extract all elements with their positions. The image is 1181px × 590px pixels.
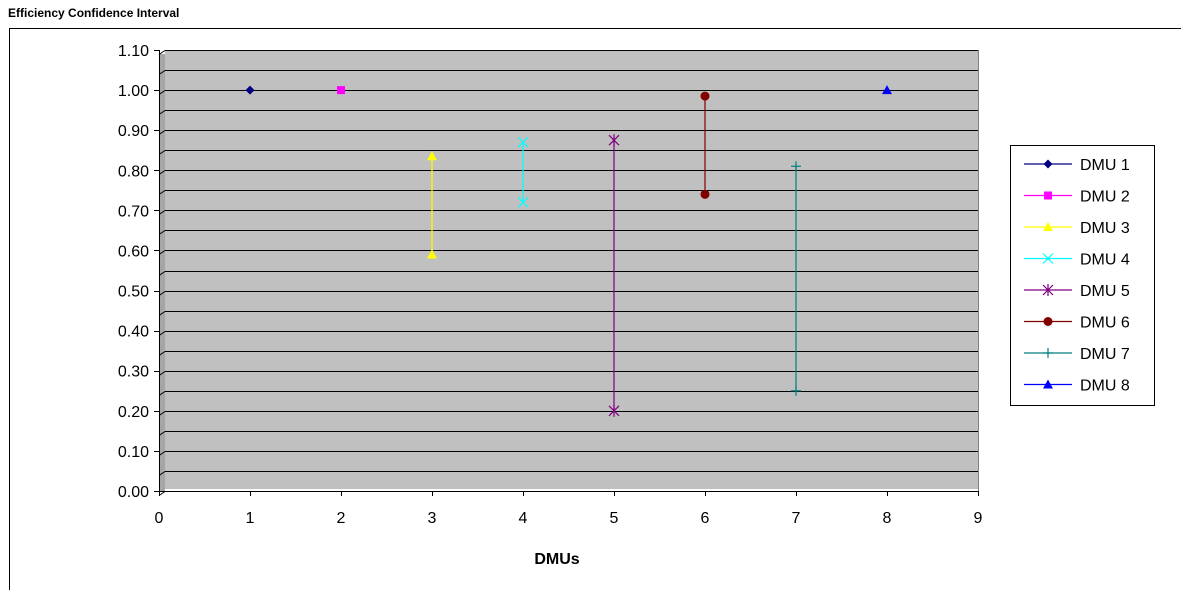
legend-label: DMU 2 <box>1080 189 1130 206</box>
y-tick-label: 0.80 <box>118 163 149 180</box>
legend-item-3: DMU 3 <box>1024 220 1130 237</box>
legend-marker <box>1042 284 1054 296</box>
legend-item-2: DMU 2 <box>1024 189 1130 206</box>
x-tick-label: 0 <box>155 510 164 527</box>
data-point <box>427 151 437 161</box>
y-tick-label: 0.50 <box>118 284 149 301</box>
x-axis-title: DMUs <box>534 551 579 568</box>
data-point <box>791 161 801 172</box>
series-2 <box>337 86 345 95</box>
legend-label: DMU 8 <box>1080 378 1130 395</box>
legend-item-7: DMU 7 <box>1024 346 1130 363</box>
legend-label: DMU 1 <box>1080 157 1130 174</box>
series-1 <box>245 85 255 95</box>
plot-background <box>165 50 978 489</box>
y-tick-label: 0.90 <box>118 123 149 140</box>
series-7 <box>791 161 801 396</box>
legend-label: DMU 6 <box>1080 315 1130 332</box>
plot-side-wall <box>159 54 165 491</box>
legend: DMU 1 DMU 2 DMU 3 DMU 4 DMU 5 DMU 6 DMU 7 DMU 8 <box>1010 145 1155 406</box>
legend-label: DMU 7 <box>1080 346 1130 363</box>
y-tick-label: 0.20 <box>118 404 149 421</box>
data-point <box>337 86 345 95</box>
y-tick-label: 0.30 <box>118 364 149 381</box>
legend-label: DMU 3 <box>1080 220 1130 237</box>
y-tick-label: 0.40 <box>118 324 149 341</box>
x-tick-label: 7 <box>792 510 801 527</box>
chart-area <box>9 28 1181 590</box>
y-tick-label: 0.00 <box>118 484 149 501</box>
x-tick-label: 5 <box>610 510 619 527</box>
legend-label: DMU 5 <box>1080 283 1130 300</box>
x-tick-label: 8 <box>883 510 892 527</box>
x-tick-label: 6 <box>701 510 710 527</box>
chart-title: Efficiency Confidence Interval <box>8 6 180 20</box>
legend-marker <box>1043 159 1053 169</box>
legend-marker <box>1044 191 1052 200</box>
data-point <box>245 85 255 95</box>
y-tick-label: 1.10 <box>118 43 149 60</box>
data-point <box>427 249 437 259</box>
legend-item-6: DMU 6 <box>1024 315 1130 332</box>
data-point <box>608 134 620 147</box>
series-4 <box>517 136 529 208</box>
y-tick-label: 0.10 <box>118 444 149 461</box>
y-tick-label: 0.70 <box>118 203 149 220</box>
legend-box <box>1010 145 1155 406</box>
series-5 <box>608 134 620 417</box>
x-tick-label: 3 <box>428 510 437 527</box>
x-tick-label: 2 <box>337 510 346 527</box>
x-tick-label: 9 <box>974 510 983 527</box>
legend-item-4: DMU 4 <box>1024 252 1130 269</box>
legend-marker <box>1042 253 1054 264</box>
x-tick-label: 4 <box>519 510 528 527</box>
series-3 <box>427 151 437 259</box>
data-point <box>608 404 620 417</box>
legend-item-5: DMU 5 <box>1024 283 1130 300</box>
legend-item-8: DMU 8 <box>1024 378 1130 395</box>
legend-marker <box>1043 379 1053 389</box>
series-6 <box>700 91 710 199</box>
data-point <box>791 385 801 396</box>
y-tick-label: 1.00 <box>118 83 149 100</box>
legend-item-1: DMU 1 <box>1024 157 1130 174</box>
legend-marker <box>1043 222 1053 231</box>
data-point <box>700 189 710 199</box>
data-point <box>517 196 529 208</box>
series-8 <box>882 85 892 95</box>
data-point <box>882 85 892 95</box>
legend-label: DMU 4 <box>1080 252 1130 269</box>
legend-marker <box>1043 348 1053 358</box>
plot-layer: 0.00 0.10 0.20 0.30 0.40 0.50 0.60 0.70 0.80 0.90… <box>118 43 983 527</box>
data-point <box>517 136 529 148</box>
y-tick-label: 0.60 <box>118 243 149 260</box>
x-tick-label: 1 <box>246 510 255 527</box>
data-point <box>700 91 710 101</box>
legend-marker <box>1043 317 1053 326</box>
